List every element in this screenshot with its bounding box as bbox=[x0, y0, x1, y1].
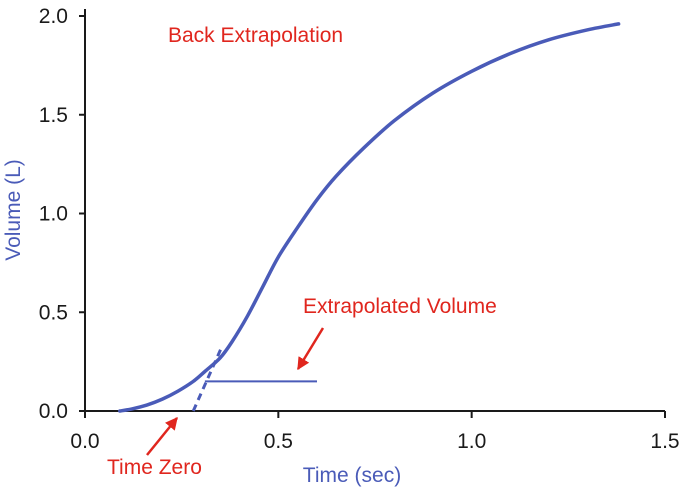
y-tick-label: 1.5 bbox=[39, 104, 68, 127]
x-axis-title: Time (sec) bbox=[303, 464, 401, 487]
x-tick-label: 0.0 bbox=[70, 430, 99, 453]
y-tick-label: 0.0 bbox=[39, 400, 68, 423]
time-zero-label: Time Zero bbox=[107, 456, 202, 479]
y-tick-label: 0.5 bbox=[39, 301, 68, 324]
chart-title-annotation: Back Extrapolation bbox=[168, 24, 343, 47]
x-tick-label: 1.5 bbox=[650, 430, 679, 453]
x-tick-label: 1.0 bbox=[457, 430, 486, 453]
extrapolated-volume-arrow bbox=[296, 327, 325, 371]
y-tick-label: 1.0 bbox=[39, 203, 68, 226]
extrapolated-volume-label: Extrapolated Volume bbox=[303, 295, 497, 318]
y-tick-label: 2.0 bbox=[39, 5, 68, 28]
x-tick-label: 0.5 bbox=[264, 430, 293, 453]
y-axis-title: Volume (L) bbox=[2, 159, 25, 261]
time-zero-arrow bbox=[146, 417, 178, 456]
volume-time-curve bbox=[118, 22, 621, 413]
